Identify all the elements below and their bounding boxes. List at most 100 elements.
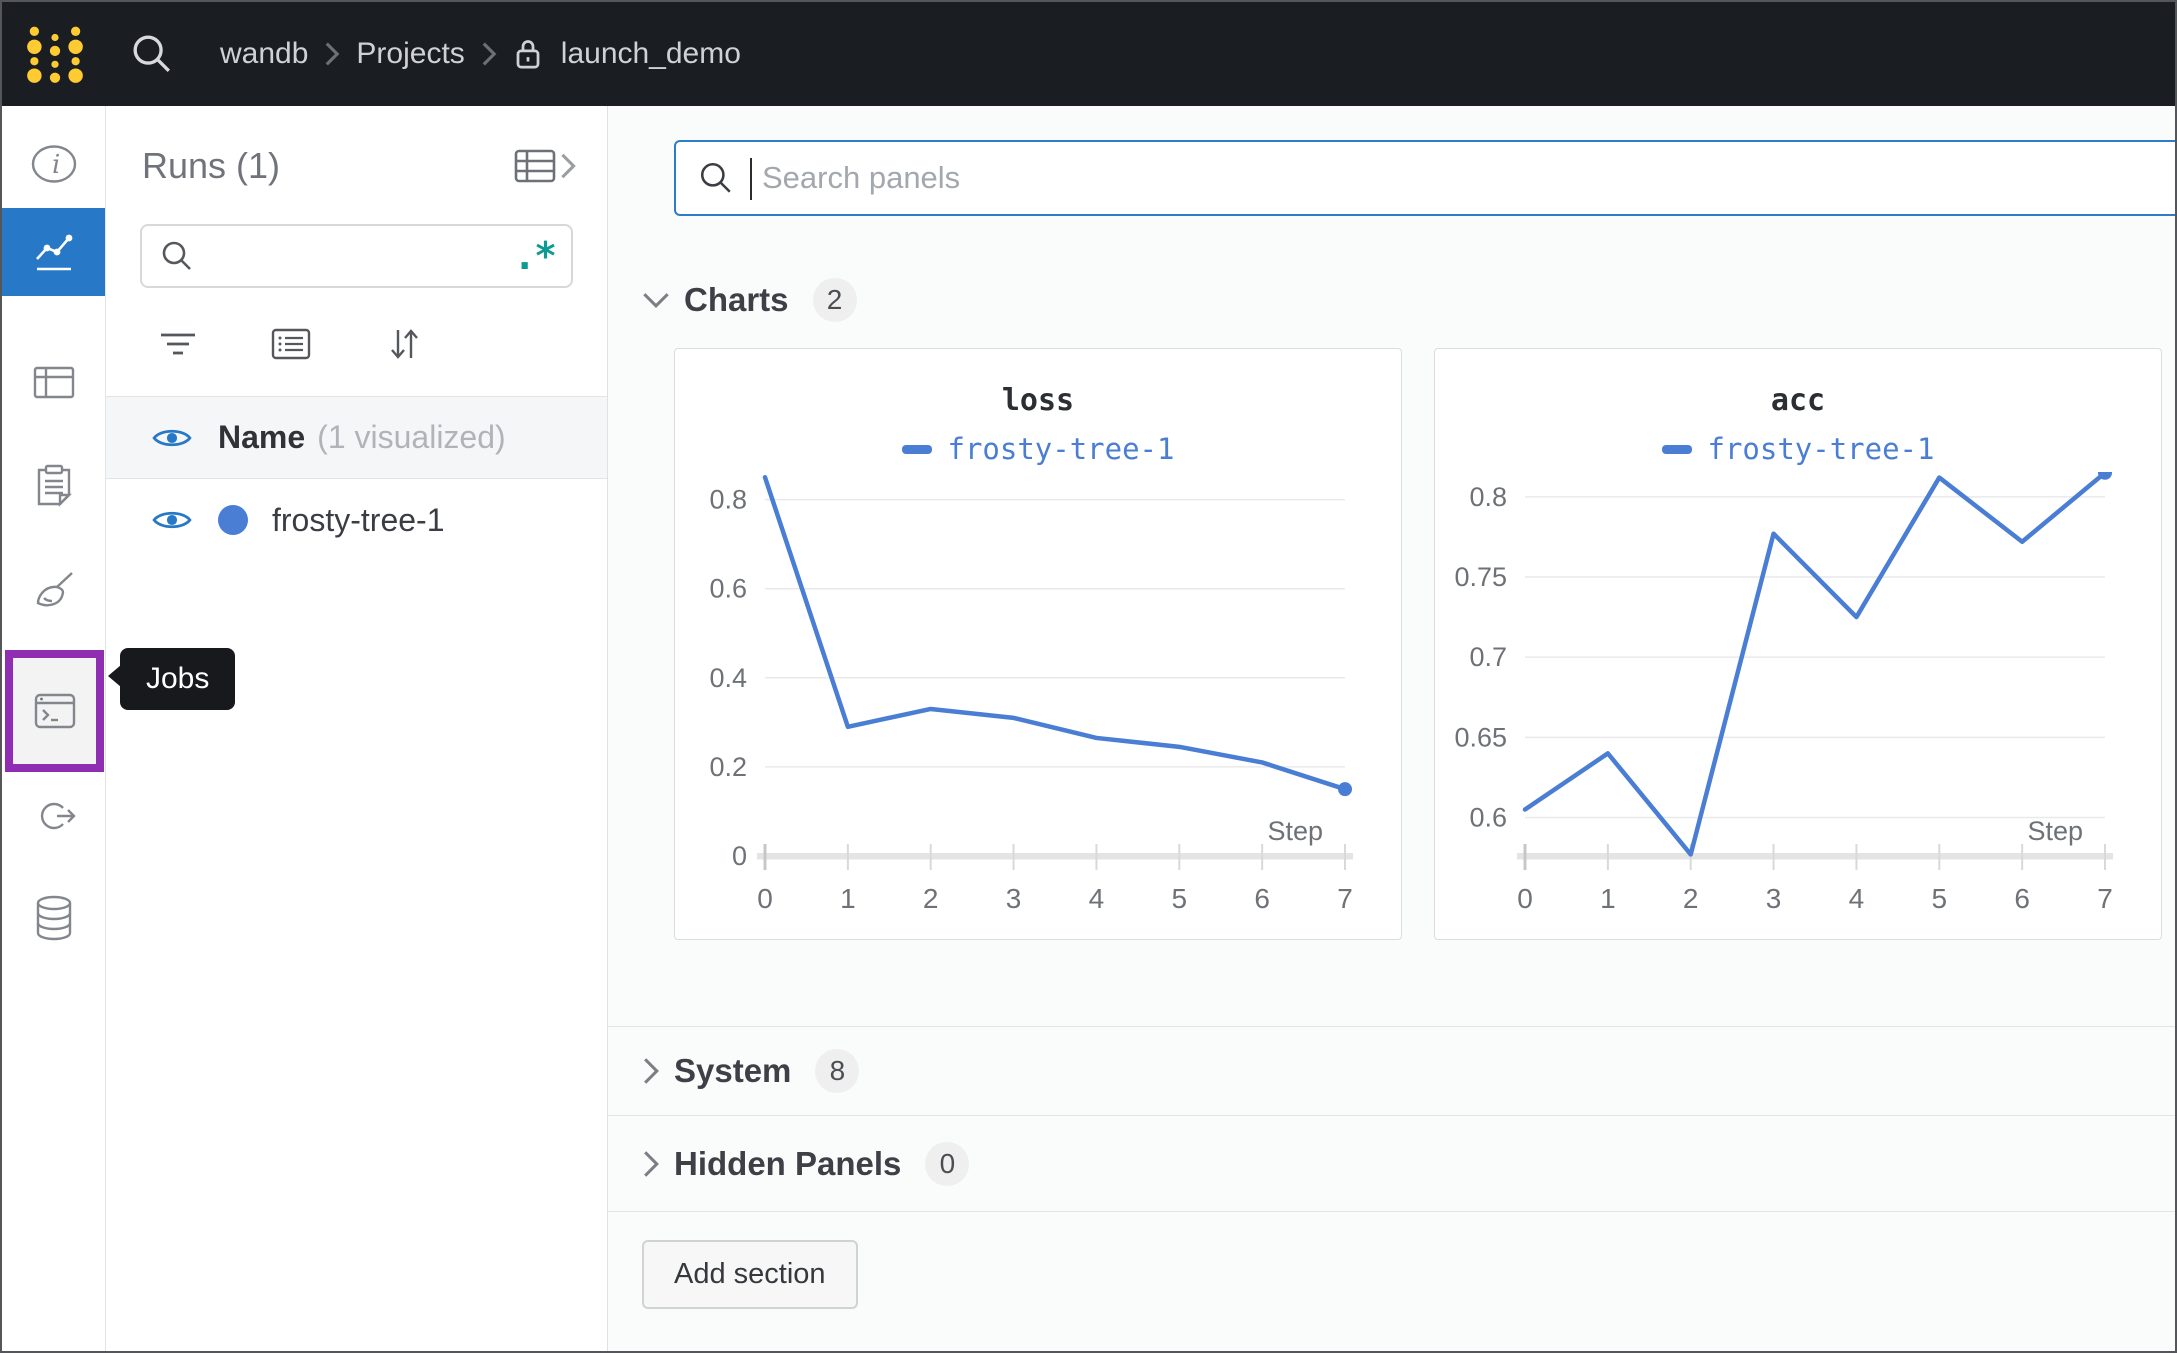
sidebar-item-jobs[interactable] [5, 650, 104, 772]
search-icon [698, 160, 734, 196]
section-count-badge: 2 [813, 278, 857, 322]
charts-grid: loss frosty-tree-1 00.20.40.60.801234567… [674, 348, 2175, 940]
run-list-item[interactable]: frosty-tree-1 [106, 479, 607, 561]
section-count-badge: 8 [815, 1049, 859, 1093]
left-icon-rail: i [2, 106, 106, 1351]
group-runs-button[interactable] [270, 326, 312, 362]
legend-run-name: frosty-tree-1 [948, 432, 1175, 466]
breadcrumb-project[interactable]: launch_demo [561, 37, 741, 71]
runs-search-input[interactable] [208, 240, 513, 272]
search-icon [160, 239, 194, 273]
runs-table-icon [513, 146, 557, 186]
filter-icon [158, 327, 198, 361]
svg-text:7: 7 [1337, 883, 1353, 914]
chevron-right-icon [481, 41, 497, 67]
breadcrumb-entity[interactable]: wandb [220, 37, 308, 71]
section-label: Charts [684, 281, 789, 319]
expand-runs-table-button[interactable] [513, 146, 577, 186]
breadcrumb: wandb Projects launch_demo [220, 37, 741, 71]
section-hidden-panels-header[interactable]: Hidden Panels 0 [608, 1142, 2175, 1186]
svg-text:0: 0 [732, 841, 747, 871]
run-name-link[interactable]: frosty-tree-1 [272, 502, 444, 539]
sidebar-item-automations[interactable] [2, 772, 105, 860]
filter-runs-button[interactable] [158, 327, 198, 361]
svg-text:5: 5 [1931, 883, 1947, 914]
search-icon [130, 32, 174, 76]
legend-swatch [1662, 445, 1692, 454]
panel-search-box [674, 140, 2175, 216]
top-navigation-bar: wandb Projects launch_demo [2, 2, 2175, 106]
sidebar-item-reports[interactable] [2, 442, 105, 530]
panel-search-input[interactable] [762, 160, 2175, 196]
text-cursor [750, 158, 752, 200]
run-color-dot [218, 505, 248, 535]
sort-icon [384, 324, 424, 364]
jobs-tooltip: Jobs [120, 648, 235, 710]
chart-title: acc [1435, 383, 2161, 418]
sidebar-item-workspace[interactable] [2, 208, 105, 296]
svg-text:7: 7 [2097, 883, 2113, 914]
toggle-all-visibility-button[interactable] [152, 425, 192, 451]
sidebar-item-runs-table[interactable] [2, 338, 105, 426]
svg-text:2: 2 [1683, 883, 1699, 914]
chart-plot-area: 00.20.40.60.801234567Step [675, 472, 1401, 924]
visualized-count-label: (1 visualized) [317, 419, 506, 456]
lock-icon [513, 37, 543, 71]
svg-text:4: 4 [1849, 883, 1865, 914]
svg-text:0: 0 [757, 883, 773, 914]
info-icon: i [30, 142, 78, 186]
svg-text:Step: Step [2027, 816, 2083, 846]
workspace-main-area: Charts 2 loss frosty-tree-1 00.20.40.60.… [608, 106, 2175, 1351]
panel-card-acc[interactable]: acc frosty-tree-1 0.60.650.70.750.801234… [1434, 348, 2162, 940]
wandb-logo-icon[interactable] [22, 21, 88, 87]
section-count-badge: 0 [925, 1142, 969, 1186]
sidebar-item-overview[interactable]: i [2, 120, 105, 208]
svg-text:1: 1 [1600, 883, 1616, 914]
svg-text:0.2: 0.2 [709, 752, 747, 782]
section-system-row: System 8 [608, 1026, 2175, 1116]
chart-canvas: 0.60.650.70.750.801234567Step [1441, 472, 2155, 924]
list-icon [270, 326, 312, 362]
broom-icon [30, 567, 78, 613]
svg-text:0.65: 0.65 [1454, 722, 1507, 752]
global-search-button[interactable] [130, 32, 174, 76]
regex-toggle-button[interactable]: .* [513, 246, 555, 266]
add-section-button[interactable]: Add section [642, 1240, 858, 1309]
sort-runs-button[interactable] [384, 324, 424, 364]
sidebar-item-artifacts[interactable] [2, 874, 105, 962]
toggle-run-visibility-button[interactable] [152, 507, 192, 533]
chevron-right-icon [559, 152, 577, 180]
breadcrumb-section[interactable]: Projects [356, 37, 464, 71]
line-chart-icon [31, 229, 77, 275]
chart-legend[interactable]: frosty-tree-1 [1435, 432, 2161, 466]
terminal-icon [32, 690, 78, 732]
eye-icon [152, 507, 192, 533]
svg-text:0.75: 0.75 [1454, 562, 1507, 592]
svg-text:Step: Step [1267, 816, 1323, 846]
section-system-header[interactable]: System 8 [608, 1049, 2175, 1093]
chevron-right-icon [642, 1150, 660, 1178]
svg-text:4: 4 [1089, 883, 1105, 914]
name-column-header: Name [218, 419, 305, 456]
runs-search-box: .* [140, 224, 573, 288]
chart-title: loss [675, 383, 1401, 418]
table-icon [31, 360, 77, 404]
legend-run-name: frosty-tree-1 [1708, 432, 1935, 466]
runs-sidebar-panel: Runs (1) [106, 106, 608, 1351]
chart-legend[interactable]: frosty-tree-1 [675, 432, 1401, 466]
clipboard-icon [31, 462, 77, 510]
chart-plot-area: 0.60.650.70.750.801234567Step [1435, 472, 2161, 924]
panel-card-loss[interactable]: loss frosty-tree-1 00.20.40.60.801234567… [674, 348, 1402, 940]
sidebar-item-sweeps[interactable] [2, 546, 105, 634]
svg-text:2: 2 [923, 883, 939, 914]
svg-text:6: 6 [2014, 883, 2030, 914]
svg-text:0.6: 0.6 [1469, 803, 1507, 833]
eye-icon [152, 425, 192, 451]
section-label: Hidden Panels [674, 1145, 901, 1183]
svg-text:3: 3 [1766, 883, 1782, 914]
chevron-down-icon [642, 291, 670, 309]
svg-text:0: 0 [1517, 883, 1533, 914]
svg-text:0.7: 0.7 [1469, 642, 1507, 672]
section-charts-header[interactable]: Charts 2 [608, 278, 2175, 322]
runs-list-header-row: Name (1 visualized) [106, 397, 607, 479]
